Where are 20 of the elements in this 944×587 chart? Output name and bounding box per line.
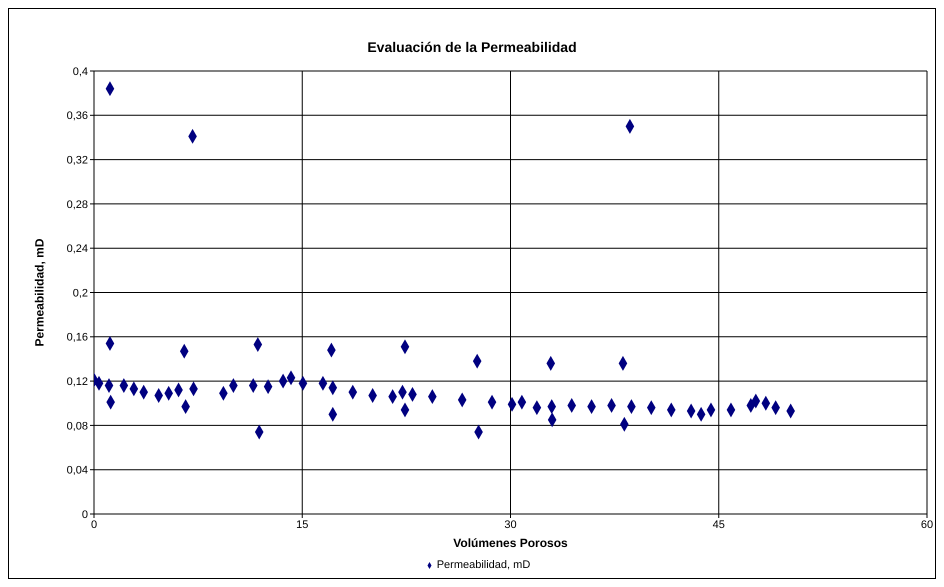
- y-tick-label: 0,4: [72, 66, 88, 78]
- y-tick-label: 0,08: [66, 420, 88, 432]
- y-tick-label: 0: [82, 508, 88, 521]
- x-tick-label: 45: [712, 518, 725, 531]
- y-tick-label: 0,36: [66, 110, 88, 122]
- y-tick-label: 0,04: [66, 464, 88, 477]
- legend-label: Permeabilidad, mD: [436, 559, 530, 571]
- y-tick-label: 0,16: [66, 332, 88, 344]
- x-tick-label: 30: [504, 518, 517, 531]
- y-tick-label: 0,24: [66, 243, 88, 256]
- y-tick-label: 0,12: [66, 376, 88, 388]
- x-tick-label: 0: [90, 518, 98, 531]
- y-tick-label: 0,32: [66, 154, 88, 167]
- y-axis-title: Permeabilidad, mD: [32, 238, 46, 347]
- y-tick-label: 0,2: [72, 287, 88, 300]
- x-axis-title: Volúmenes Porosos: [453, 536, 568, 550]
- chart-title: Evaluación de la Permeabilidad: [366, 38, 578, 57]
- x-tick-label: 15: [296, 518, 308, 531]
- y-tick-label: 0,28: [66, 198, 88, 211]
- x-tick-label: 60: [920, 518, 934, 531]
